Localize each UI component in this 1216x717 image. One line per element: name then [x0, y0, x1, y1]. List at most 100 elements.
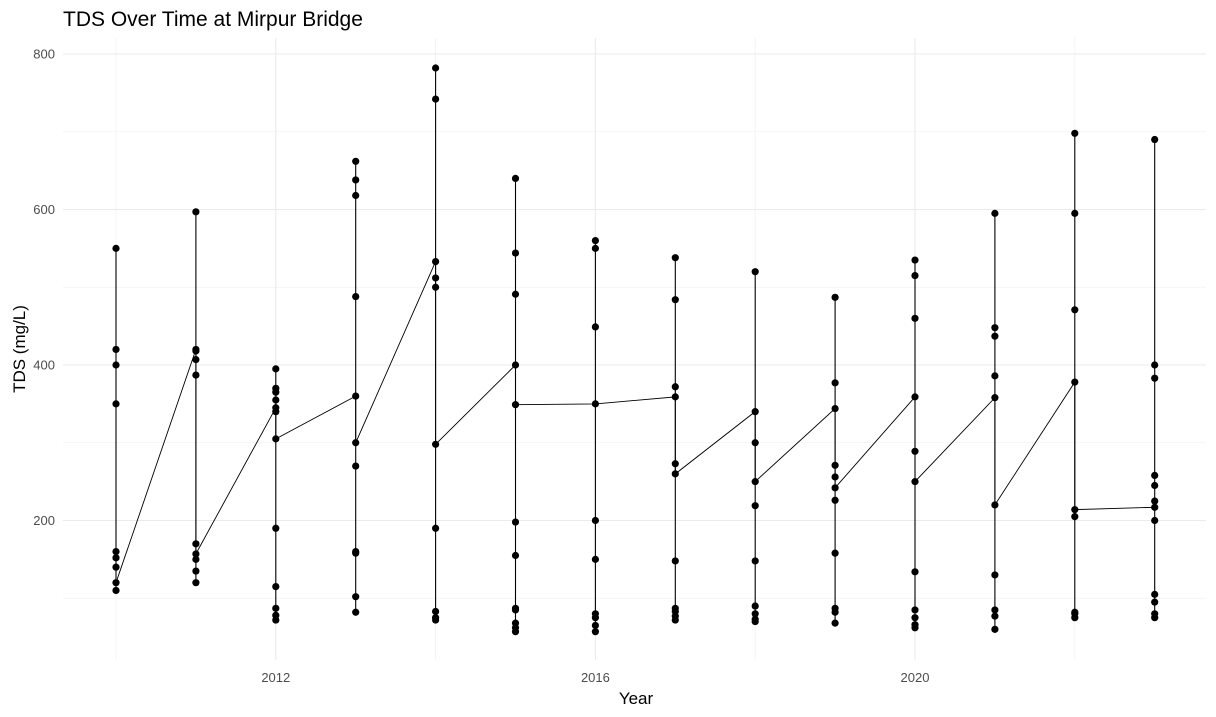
data-point [991, 332, 999, 340]
data-points [112, 64, 1159, 636]
data-point [192, 550, 200, 558]
data-point [272, 384, 280, 392]
data-point [911, 271, 919, 280]
data-point [112, 361, 120, 369]
data-point [511, 604, 520, 612]
data-point [511, 619, 520, 627]
data-point [831, 404, 839, 413]
data-point [432, 607, 440, 616]
data-point [991, 612, 999, 620]
data-point [911, 568, 919, 576]
data-point [1151, 610, 1159, 618]
data-point [432, 614, 440, 622]
y-tick-label: 600 [33, 202, 55, 217]
data-point [432, 524, 440, 532]
data-point [831, 293, 839, 301]
data-point [112, 563, 120, 571]
data-point [1151, 503, 1159, 511]
data-point [751, 408, 759, 416]
data-point [352, 191, 360, 200]
data-point [911, 614, 919, 622]
data-point [751, 439, 759, 447]
data-point [1071, 506, 1079, 514]
data-point [112, 586, 120, 595]
data-point [1071, 378, 1079, 386]
data-point [192, 355, 200, 364]
data-point [112, 548, 120, 556]
data-point [192, 567, 200, 575]
data-point [352, 392, 360, 400]
x-axis-tick-labels: 2012 2016 2020 [261, 670, 929, 685]
data-point [352, 608, 360, 616]
data-point [671, 254, 679, 262]
data-point [671, 604, 679, 612]
data-point [591, 400, 600, 408]
data-point [352, 439, 360, 447]
data-point [511, 518, 520, 526]
data-point [751, 502, 759, 510]
data-point [192, 371, 200, 379]
data-point [272, 582, 280, 591]
data-point [1151, 481, 1159, 490]
y-axis-title: TDS (mg/L) [10, 305, 29, 393]
data-point [192, 555, 200, 563]
x-tick-label: 2012 [261, 670, 290, 685]
data-point [1151, 471, 1159, 480]
data-point [1071, 608, 1079, 616]
data-point [352, 548, 360, 556]
data-point [192, 540, 200, 548]
data-point [991, 209, 999, 217]
trend-line [115, 261, 1155, 583]
data-point [591, 610, 600, 618]
data-point [352, 462, 360, 470]
data-point [192, 345, 200, 354]
data-point [511, 249, 520, 257]
data-point [911, 314, 919, 322]
data-point [831, 461, 839, 469]
data-point [1071, 209, 1079, 217]
data-point [1071, 306, 1079, 314]
data-point [831, 484, 839, 492]
data-point [1151, 598, 1159, 606]
data-point [751, 478, 759, 486]
data-point [192, 579, 200, 587]
y-tick-label: 200 [33, 513, 55, 528]
data-point [591, 237, 600, 245]
y-tick-label: 800 [33, 47, 55, 62]
data-point [272, 524, 280, 532]
data-point [591, 244, 600, 252]
data-point [1151, 590, 1159, 598]
data-point [751, 557, 759, 565]
data-point [272, 404, 280, 412]
data-point [511, 290, 520, 298]
data-point [991, 394, 999, 402]
data-point [591, 628, 600, 636]
data-point [591, 323, 600, 331]
data-point [112, 579, 120, 587]
data-point [831, 549, 839, 557]
data-point [1151, 361, 1159, 369]
data-point [511, 174, 520, 182]
data-point [911, 621, 919, 629]
y-tick-label: 400 [33, 358, 55, 373]
chart-title: TDS Over Time at Mirpur Bridge [63, 8, 363, 31]
data-point [352, 157, 360, 165]
data-point [432, 440, 440, 448]
data-point [1151, 374, 1159, 382]
x-axis-title: Year [619, 689, 654, 708]
data-point [991, 625, 999, 633]
data-point [911, 393, 919, 401]
data-point [1071, 513, 1079, 521]
data-point [1151, 516, 1159, 525]
data-point [591, 516, 600, 525]
data-point [352, 593, 360, 601]
data-point [432, 274, 440, 282]
data-point [671, 296, 679, 304]
data-point [112, 400, 120, 408]
data-point [591, 555, 600, 563]
data-point [751, 268, 759, 276]
data-point [671, 393, 679, 401]
data-point [432, 283, 440, 291]
data-point [511, 361, 520, 369]
data-point [1071, 129, 1079, 137]
